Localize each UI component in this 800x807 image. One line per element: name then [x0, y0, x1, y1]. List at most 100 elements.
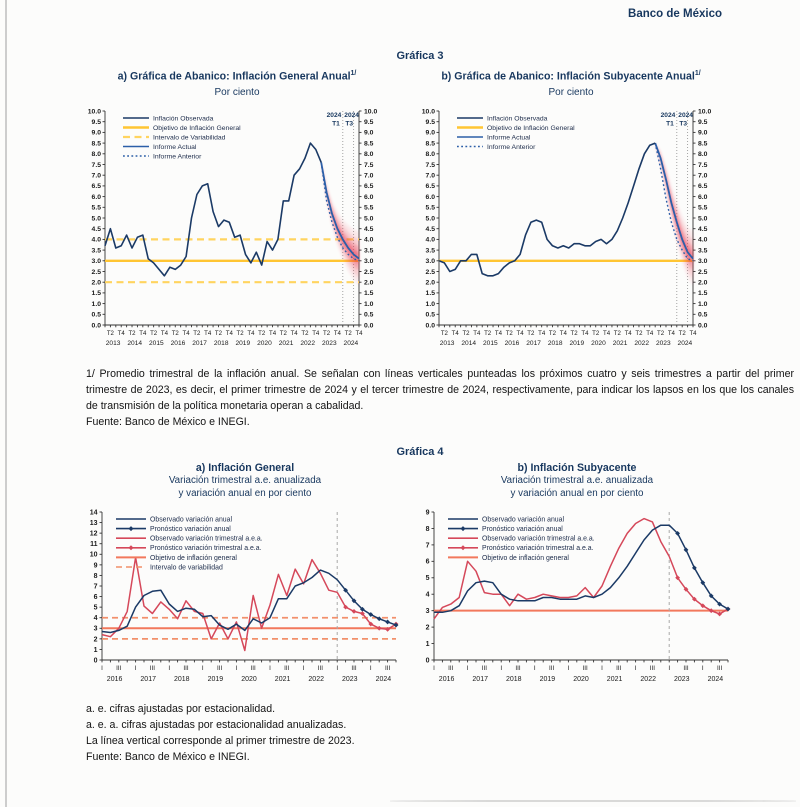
svg-text:2022: 2022 — [308, 676, 324, 683]
svg-text:10.0: 10.0 — [698, 108, 711, 115]
svg-text:Intervalo de variabilidad: Intervalo de variabilidad — [150, 564, 223, 571]
annual-observed-line — [101, 569, 338, 633]
svg-text:T2: T2 — [441, 330, 449, 337]
svg-text:Pronóstico variación trimestra: Pronóstico variación trimestral a.e.a. — [482, 545, 594, 552]
svg-text:3.5: 3.5 — [364, 247, 374, 254]
svg-text:0.5: 0.5 — [698, 311, 708, 318]
svg-text:I: I — [101, 665, 103, 672]
svg-text:2: 2 — [426, 624, 430, 631]
svg-text:2024: 2024 — [678, 112, 693, 119]
svg-text:I: I — [635, 665, 637, 672]
svg-text:III: III — [116, 665, 121, 672]
svg-text:I: I — [668, 665, 670, 672]
svg-text:2019: 2019 — [540, 676, 556, 683]
svg-text:2.0: 2.0 — [698, 279, 708, 286]
svg-text:8.5: 8.5 — [364, 140, 374, 147]
footnote-source: Fuente: Banco de México e INEGI. — [86, 750, 250, 763]
svg-text:2020: 2020 — [257, 340, 272, 347]
svg-text:Pronóstico variación anual: Pronóstico variación anual — [482, 526, 563, 533]
scan-edge-left — [5, 0, 7, 807]
observed-line — [438, 142, 656, 277]
svg-text:III: III — [318, 665, 323, 672]
grafica4-section-title: Gráfica 4 — [396, 446, 444, 458]
g4-general-title: a) Inflación General — [195, 462, 295, 474]
svg-text:Informe Actual: Informe Actual — [153, 144, 197, 151]
g4-general-block: a) Inflación General Variación trimestra… — [80, 462, 410, 691]
axes — [431, 511, 729, 663]
svg-text:T2: T2 — [128, 330, 136, 337]
svg-text:T2: T2 — [107, 330, 115, 337]
svg-text:T4: T4 — [689, 330, 697, 337]
svg-text:Observado variación anual: Observado variación anual — [150, 516, 232, 523]
svg-text:2024: 2024 — [344, 112, 359, 119]
svg-text:T2: T2 — [506, 330, 514, 337]
svg-text:T2: T2 — [345, 330, 353, 337]
svg-text:4.0: 4.0 — [426, 236, 436, 243]
svg-text:T2: T2 — [484, 330, 492, 337]
svg-text:Informe Anterior: Informe Anterior — [153, 153, 202, 160]
axes — [436, 110, 696, 328]
svg-text:2024: 2024 — [344, 340, 359, 347]
svg-text:2020: 2020 — [573, 676, 589, 683]
svg-text:2017: 2017 — [192, 340, 207, 347]
svg-text:T2: T2 — [237, 330, 245, 337]
svg-text:Observado variación anual: Observado variación anual — [482, 516, 564, 523]
svg-text:8.5: 8.5 — [92, 140, 102, 147]
svg-text:Pronóstico variación anual: Pronóstico variación anual — [150, 526, 231, 533]
svg-text:T4: T4 — [603, 330, 611, 337]
svg-text:III: III — [183, 665, 188, 672]
svg-text:7.0: 7.0 — [364, 172, 374, 179]
svg-text:T2: T2 — [614, 330, 622, 337]
svg-text:5.0: 5.0 — [426, 215, 436, 222]
svg-text:2019: 2019 — [235, 340, 250, 347]
svg-text:9.5: 9.5 — [92, 119, 102, 126]
svg-text:T4: T4 — [312, 330, 320, 337]
svg-text:6.5: 6.5 — [698, 183, 708, 190]
legend: Observado variación anual Pronóstico vari… — [116, 516, 263, 571]
svg-text:T2: T2 — [172, 330, 180, 337]
svg-text:10: 10 — [90, 551, 98, 558]
svg-text:5.0: 5.0 — [364, 215, 374, 222]
quarterly-observed-line — [101, 556, 338, 651]
svg-text:3.5: 3.5 — [92, 247, 102, 254]
svg-text:2016: 2016 — [439, 676, 455, 683]
fan-chart-general-canvas: 0.0 0.0 0.5 0.5 1.0 1.0 1.5 1.5 2.0 2.0 2.5 2.5 3.0 3… — [78, 101, 396, 356]
svg-text:4.0: 4.0 — [92, 236, 102, 243]
svg-text:6.5: 6.5 — [92, 183, 102, 190]
svg-text:Informe Actual: Informe Actual — [487, 134, 531, 141]
svg-text:T4: T4 — [247, 330, 255, 337]
grafica4-footnotes: a. e. cifras ajustadas por estacionalida… — [86, 702, 586, 766]
svg-text:2023: 2023 — [322, 340, 337, 347]
svg-text:T4: T4 — [139, 330, 147, 337]
svg-text:2023: 2023 — [674, 676, 690, 683]
svg-text:T3: T3 — [345, 120, 353, 127]
svg-text:T2: T2 — [215, 330, 223, 337]
svg-text:6.0: 6.0 — [92, 194, 102, 201]
scan-edge-bottom — [390, 800, 796, 802]
svg-text:4.0: 4.0 — [698, 236, 708, 243]
svg-text:I: I — [433, 665, 435, 672]
svg-text:I: I — [135, 665, 137, 672]
annual-forecast-line — [668, 524, 731, 612]
svg-text:I: I — [269, 665, 271, 672]
svg-text:2021: 2021 — [279, 340, 294, 347]
svg-text:2014: 2014 — [127, 340, 142, 347]
svg-text:T4: T4 — [646, 330, 654, 337]
svg-text:2019: 2019 — [569, 340, 584, 347]
svg-text:I: I — [202, 665, 204, 672]
g4-general-canvas: 0 1 2 3 4 5 6 7 8 9 10 11 12 13 14 I III I III I III I III I III… — [80, 504, 410, 691]
svg-text:I: I — [534, 665, 536, 672]
svg-text:2013: 2013 — [440, 340, 455, 347]
g4-subyacente-subtitle-1: Variación trimestral a.e. anualizada — [500, 475, 654, 487]
svg-text:III: III — [515, 665, 520, 672]
svg-text:7: 7 — [94, 583, 98, 590]
svg-text:4.5: 4.5 — [698, 226, 708, 233]
svg-text:I: I — [601, 665, 603, 672]
svg-text:10.0: 10.0 — [422, 108, 435, 115]
svg-text:0.5: 0.5 — [364, 311, 374, 318]
svg-text:Objetivo de Inflación General: Objetivo de Inflación General — [153, 125, 241, 132]
svg-text:T4: T4 — [625, 330, 633, 337]
footnote-ae: a. e. cifras ajustadas por estacionalida… — [86, 703, 276, 715]
